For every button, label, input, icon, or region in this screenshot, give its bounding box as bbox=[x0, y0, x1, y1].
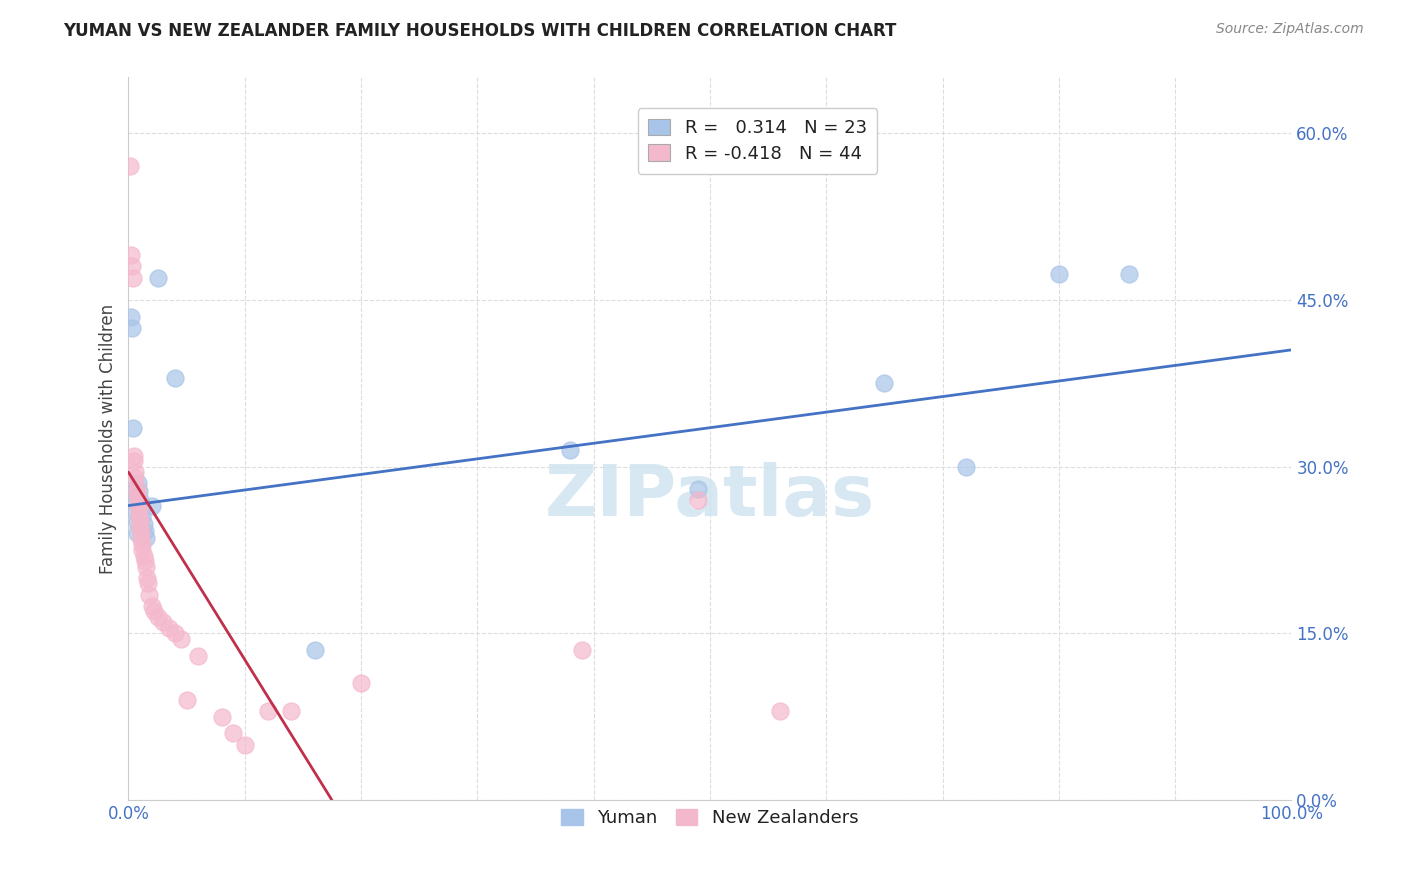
Point bbox=[128, 484, 150, 499]
Point bbox=[280, 704, 302, 718]
Point bbox=[304, 643, 326, 657]
Point bbox=[122, 420, 145, 434]
Point bbox=[143, 604, 166, 618]
Point bbox=[157, 621, 180, 635]
Point bbox=[233, 738, 256, 752]
Point bbox=[128, 504, 150, 518]
Point bbox=[170, 632, 193, 646]
Point bbox=[350, 676, 373, 690]
Point bbox=[124, 465, 146, 479]
Point bbox=[122, 270, 145, 285]
Point bbox=[222, 726, 245, 740]
Point bbox=[125, 482, 148, 496]
Point bbox=[129, 501, 152, 516]
Point bbox=[124, 454, 146, 468]
Point bbox=[129, 532, 152, 546]
Point bbox=[146, 270, 169, 285]
Point bbox=[769, 704, 792, 718]
Point bbox=[127, 493, 149, 508]
Point bbox=[124, 482, 146, 496]
Point bbox=[124, 493, 146, 508]
Point bbox=[141, 499, 163, 513]
Point bbox=[118, 160, 141, 174]
Point bbox=[124, 449, 146, 463]
Point bbox=[560, 442, 582, 457]
Point bbox=[120, 248, 142, 262]
Point bbox=[124, 504, 146, 518]
Point bbox=[129, 521, 152, 535]
Point bbox=[125, 526, 148, 541]
Point bbox=[132, 549, 155, 563]
Y-axis label: Family Households with Children: Family Households with Children bbox=[100, 304, 117, 574]
Point bbox=[138, 587, 160, 601]
Point bbox=[129, 515, 152, 529]
Point bbox=[125, 487, 148, 501]
Point bbox=[136, 576, 159, 591]
Point bbox=[127, 499, 149, 513]
Point bbox=[688, 493, 710, 508]
Point bbox=[146, 609, 169, 624]
Point bbox=[121, 320, 143, 334]
Point bbox=[1047, 267, 1070, 281]
Point bbox=[131, 537, 153, 551]
Point bbox=[125, 515, 148, 529]
Legend: Yuman, New Zealanders: Yuman, New Zealanders bbox=[554, 802, 866, 835]
Point bbox=[135, 531, 157, 545]
Point bbox=[163, 626, 186, 640]
Point bbox=[176, 693, 198, 707]
Point bbox=[688, 482, 710, 496]
Point bbox=[141, 599, 163, 613]
Point bbox=[571, 643, 593, 657]
Point bbox=[152, 615, 174, 630]
Point bbox=[163, 370, 186, 384]
Point bbox=[131, 543, 153, 558]
Point bbox=[124, 471, 146, 485]
Point bbox=[257, 704, 280, 718]
Text: Source: ZipAtlas.com: Source: ZipAtlas.com bbox=[1216, 22, 1364, 37]
Point bbox=[129, 526, 152, 541]
Point bbox=[121, 260, 143, 274]
Point bbox=[1118, 267, 1140, 281]
Text: YUMAN VS NEW ZEALANDER FAMILY HOUSEHOLDS WITH CHILDREN CORRELATION CHART: YUMAN VS NEW ZEALANDER FAMILY HOUSEHOLDS… bbox=[63, 22, 897, 40]
Point bbox=[134, 554, 156, 568]
Point bbox=[128, 509, 150, 524]
Point bbox=[187, 648, 209, 663]
Point bbox=[136, 571, 159, 585]
Point bbox=[129, 493, 152, 508]
Point bbox=[132, 517, 155, 532]
Point bbox=[134, 524, 156, 538]
Point bbox=[955, 459, 977, 474]
Point bbox=[873, 376, 896, 391]
Point bbox=[127, 476, 149, 491]
Text: ZIPatlas: ZIPatlas bbox=[546, 462, 875, 531]
Point bbox=[135, 559, 157, 574]
Point bbox=[131, 509, 153, 524]
Point bbox=[120, 310, 142, 324]
Point bbox=[211, 710, 233, 724]
